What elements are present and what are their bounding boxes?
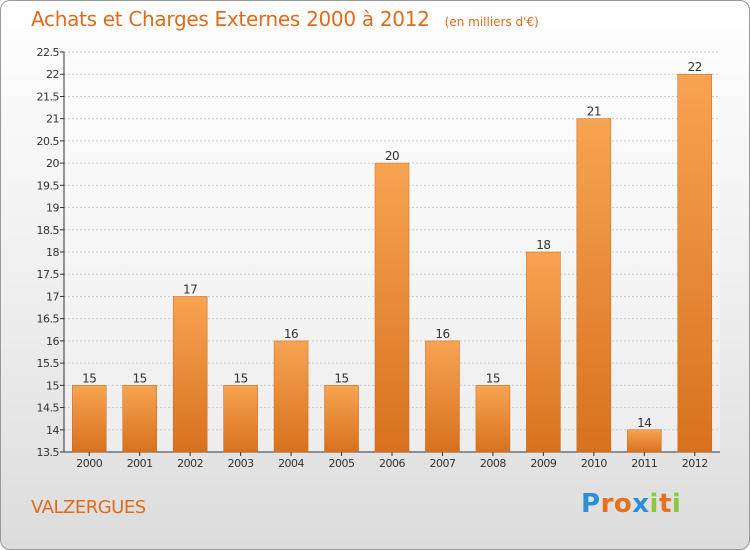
y-tick-label: 22 [46, 68, 59, 81]
bar [122, 385, 157, 453]
bar [576, 118, 612, 453]
bar [627, 429, 662, 453]
y-tick-label: 15.5 [37, 357, 60, 370]
y-tick-label: 19 [46, 202, 59, 215]
x-tick-label: 2009 [530, 457, 556, 470]
x-tick-label: 2007 [429, 457, 455, 470]
data-label: 15 [82, 371, 96, 385]
logo-letter: i [671, 489, 682, 519]
y-tick-label: 21 [46, 113, 59, 126]
x-tick-label: 2008 [480, 457, 506, 470]
y-tick-label: 22.5 [37, 46, 60, 59]
location-name: VALZERGUES [31, 497, 146, 518]
x-tick-label: 2011 [631, 457, 657, 470]
chart-header: Achats et Charges Externes 2000 à 2012 (… [31, 7, 539, 31]
data-label: 15 [133, 371, 147, 385]
y-tick-label: 20 [46, 157, 59, 170]
x-tick-label: 2006 [379, 457, 405, 470]
x-tick-label: 2002 [177, 457, 203, 470]
y-tick-label: 14 [46, 424, 59, 437]
data-label: 17 [183, 282, 197, 296]
data-label: 18 [536, 238, 550, 252]
chart-unit-note: (en milliers d'€) [444, 15, 539, 29]
x-tick-label: 2012 [682, 457, 708, 470]
proxiti-logo: Proxiti [581, 489, 681, 519]
y-tick-label: 15 [46, 379, 59, 392]
y-tick-label: 19.5 [37, 179, 60, 192]
bar [223, 385, 258, 453]
chart-title: Achats et Charges Externes 2000 à 2012 [31, 7, 430, 31]
data-label: 22 [688, 60, 702, 74]
logo-letter: o [613, 489, 633, 519]
bar [425, 340, 460, 453]
bar [677, 73, 713, 453]
y-tick-label: 18 [46, 246, 59, 259]
x-tick-label: 2003 [228, 457, 254, 470]
x-tick-label: 2005 [329, 457, 355, 470]
x-tick-label: 2001 [127, 457, 153, 470]
y-tick-label: 16.5 [37, 313, 60, 326]
logo-letter: r [600, 489, 614, 519]
y-tick-label: 14.5 [37, 402, 60, 415]
bar [475, 385, 511, 453]
data-label: 15 [233, 371, 247, 385]
x-tick-label: 2010 [581, 457, 607, 470]
bar [324, 385, 359, 453]
data-label: 14 [637, 416, 651, 430]
bar [172, 296, 208, 453]
y-tick-label: 17.5 [37, 268, 60, 281]
logo-letter: i [649, 489, 659, 519]
bar [273, 340, 309, 453]
x-tick-label: 2000 [76, 457, 102, 470]
logo-letter: P [581, 489, 601, 519]
data-label: 15 [486, 371, 500, 385]
bar [374, 162, 410, 453]
y-tick-label: 16 [46, 335, 59, 348]
logo-letter: x [632, 489, 650, 519]
logo-letter: t [658, 489, 672, 519]
data-label: 15 [334, 371, 348, 385]
y-tick-label: 21.5 [37, 90, 60, 103]
data-label: 20 [385, 149, 399, 163]
data-label: 21 [587, 105, 601, 119]
bar [526, 251, 561, 453]
y-tick-label: 17 [46, 290, 59, 303]
y-tick-label: 18.5 [37, 224, 60, 237]
data-label: 16 [284, 327, 298, 341]
data-label: 16 [435, 327, 449, 341]
x-tick-label: 2004 [278, 457, 304, 470]
bar [71, 385, 107, 453]
y-tick-label: 20.5 [37, 135, 60, 148]
y-tick-label: 13.5 [37, 446, 60, 459]
